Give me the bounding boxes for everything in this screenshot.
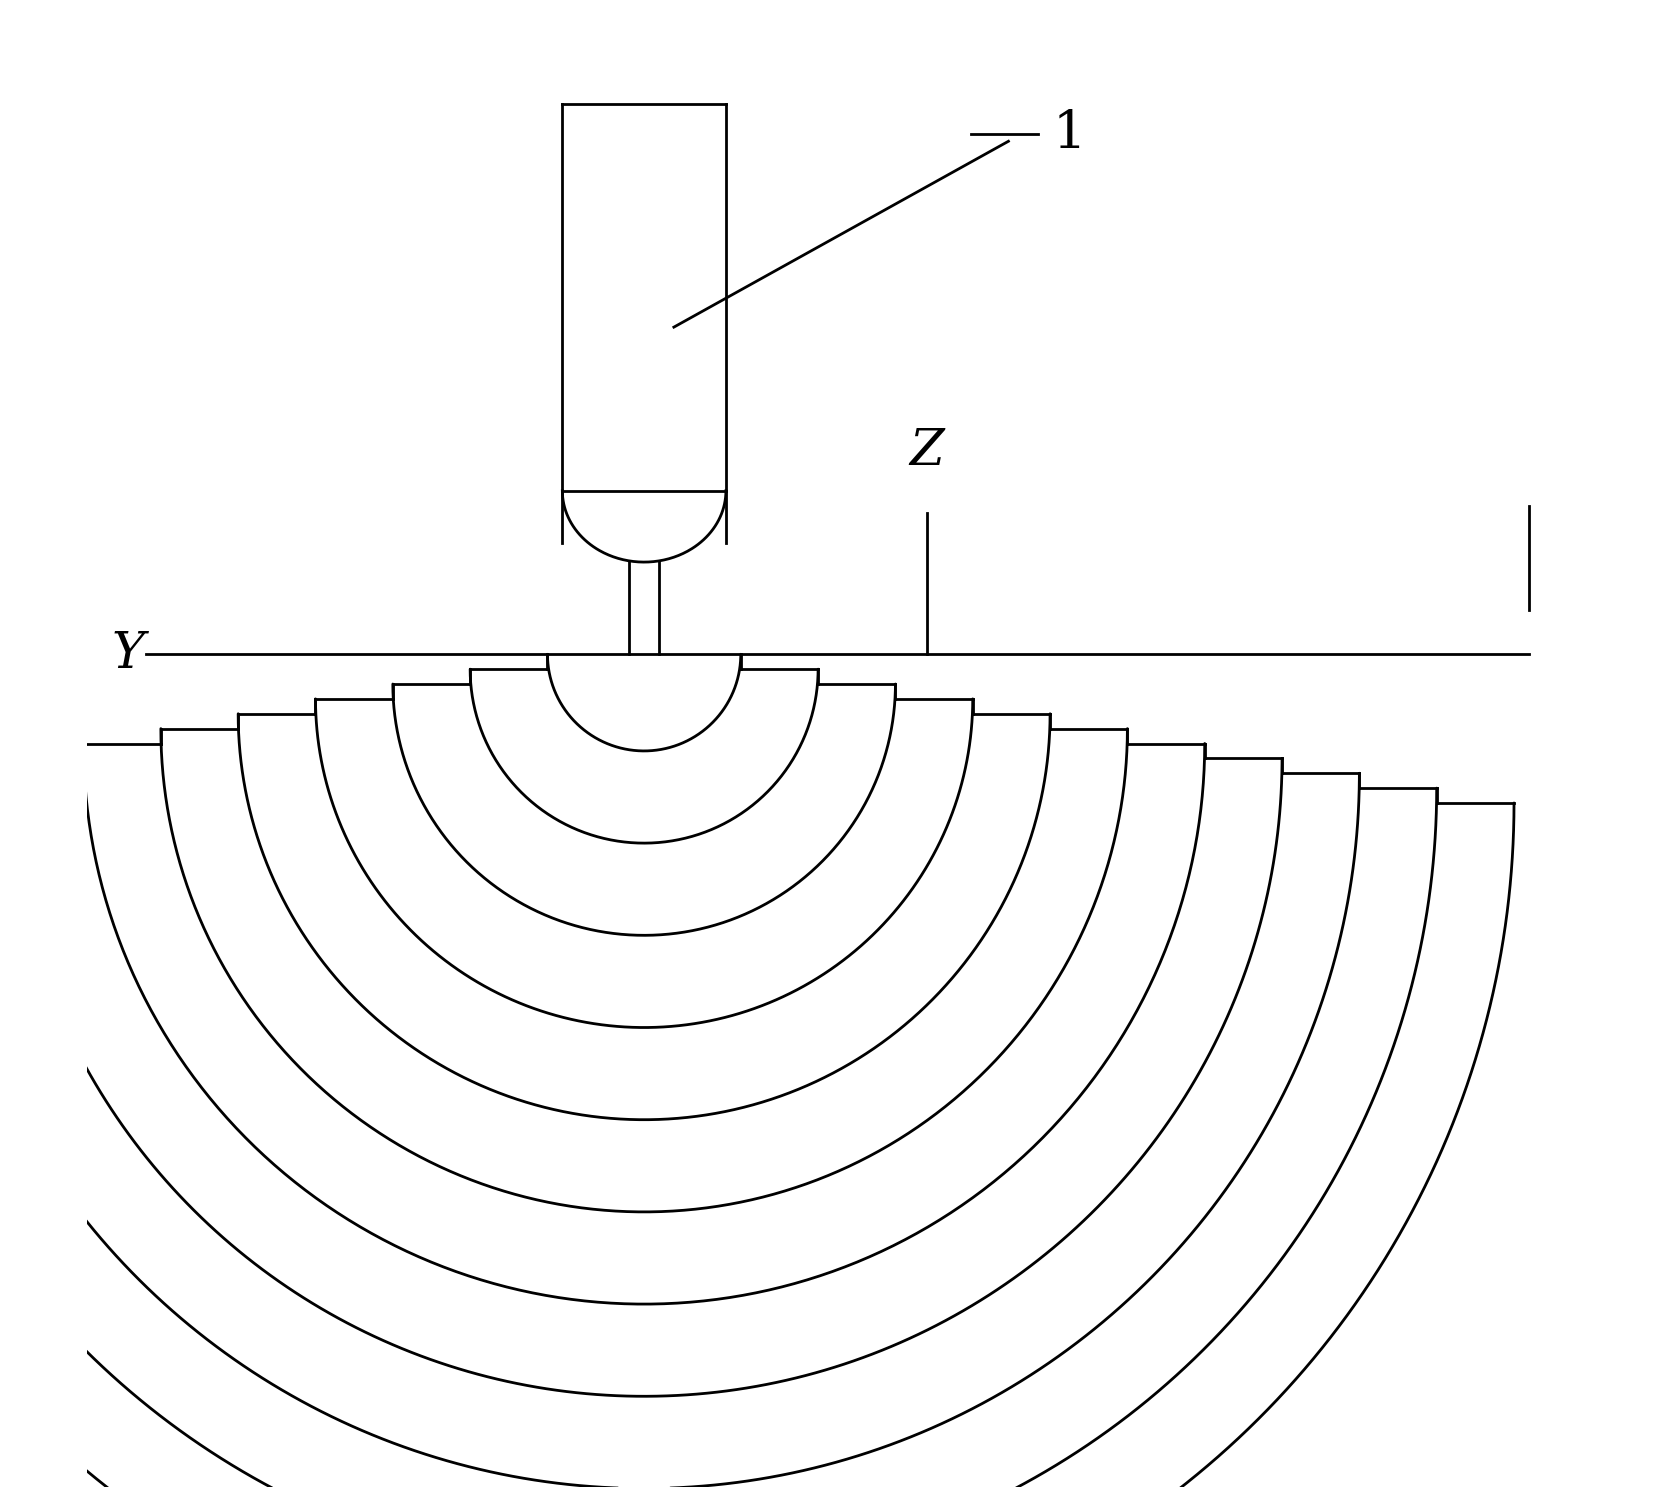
Text: Z: Z [910,427,945,476]
Text: Y: Y [111,629,144,680]
Text: 1: 1 [1052,109,1087,159]
